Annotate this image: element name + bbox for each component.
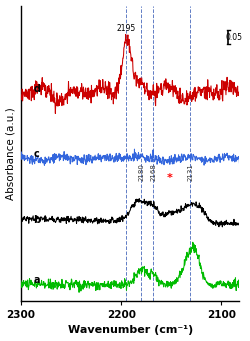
Text: c: c <box>33 149 39 159</box>
Text: 2168: 2168 <box>150 163 156 180</box>
Text: 2180: 2180 <box>138 163 144 180</box>
Text: *: * <box>166 173 172 183</box>
X-axis label: Wavenumber (cm⁻¹): Wavenumber (cm⁻¹) <box>68 325 193 336</box>
Y-axis label: Absorbance (a.u.): Absorbance (a.u.) <box>6 107 16 199</box>
Text: 0.05: 0.05 <box>226 32 243 42</box>
Text: 2195: 2195 <box>117 24 136 33</box>
Text: a: a <box>33 275 40 285</box>
Text: d: d <box>33 84 40 94</box>
Text: 2131: 2131 <box>187 163 193 180</box>
Text: b: b <box>33 215 40 225</box>
